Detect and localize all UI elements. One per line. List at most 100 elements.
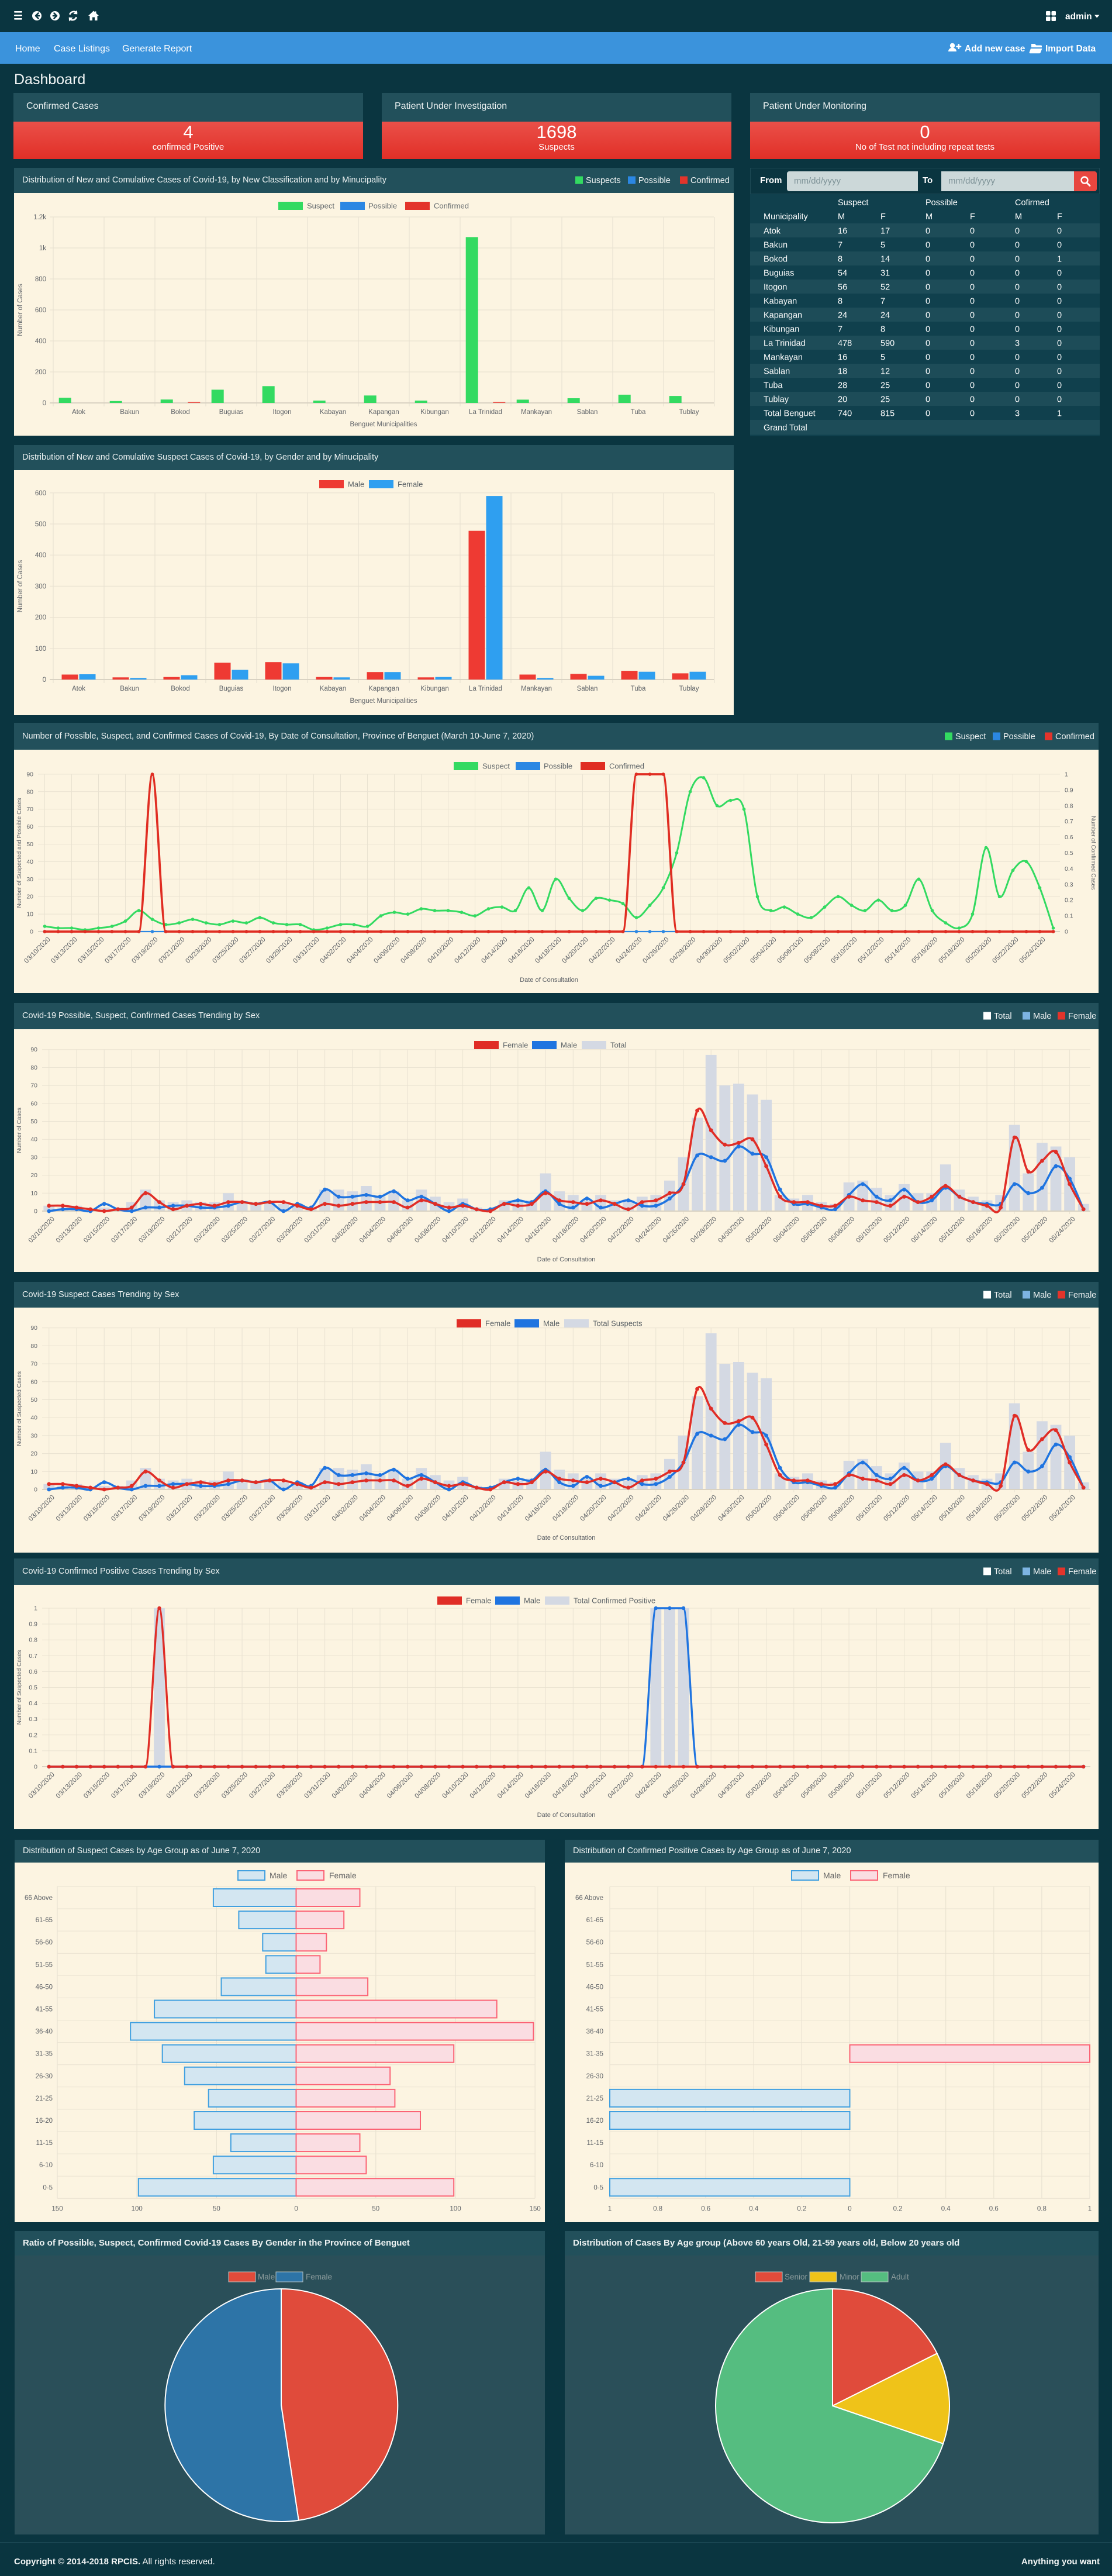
svg-text:36-40: 36-40 — [586, 2029, 603, 2036]
svg-text:Number of Confirmed Cases: Number of Confirmed Cases — [1090, 816, 1096, 890]
svg-text:0: 0 — [1057, 297, 1062, 306]
svg-text:0: 0 — [970, 325, 975, 334]
svg-text:10: 10 — [30, 1468, 37, 1475]
svg-text:0: 0 — [925, 241, 930, 250]
svg-text:Number of Cases: Number of Cases — [17, 560, 24, 613]
svg-text:Male: Male — [1033, 1012, 1051, 1021]
svg-text:0: 0 — [925, 269, 930, 278]
svg-text:90: 90 — [26, 771, 33, 778]
svg-text:Confirmed: Confirmed — [609, 762, 644, 771]
svg-text:1: 1 — [608, 2205, 612, 2212]
svg-text:17: 17 — [880, 227, 890, 236]
svg-text:1: 1 — [34, 1605, 37, 1612]
svg-text:52: 52 — [880, 283, 890, 292]
svg-text:31-35: 31-35 — [36, 2051, 53, 2058]
svg-text:0.2: 0.2 — [797, 2205, 806, 2212]
svg-text:Total Suspects: Total Suspects — [593, 1319, 643, 1328]
svg-text:50: 50 — [372, 2205, 379, 2212]
svg-text:Confirmed: Confirmed — [1055, 732, 1094, 742]
svg-text:90: 90 — [30, 1046, 37, 1053]
svg-text:Sablan: Sablan — [764, 367, 790, 377]
svg-text:740: 740 — [838, 409, 852, 419]
svg-text:1k: 1k — [39, 245, 46, 252]
svg-text:0.2: 0.2 — [1065, 897, 1073, 904]
svg-text:0: 0 — [925, 367, 930, 377]
svg-text:56-60: 56-60 — [586, 1939, 603, 1946]
svg-text:0: 0 — [970, 353, 975, 363]
svg-text:Male: Male — [823, 1871, 841, 1880]
svg-text:0.2: 0.2 — [893, 2205, 903, 2212]
svg-text:0: 0 — [925, 297, 930, 306]
svg-text:0.6: 0.6 — [701, 2205, 710, 2212]
svg-text:50: 50 — [213, 2205, 220, 2212]
svg-text:26-30: 26-30 — [586, 2073, 603, 2080]
svg-text:0: 0 — [1015, 353, 1020, 363]
svg-text:0: 0 — [925, 283, 930, 292]
svg-text:0.4: 0.4 — [29, 1700, 37, 1707]
svg-text:Date of Consultation: Date of Consultation — [537, 1256, 596, 1263]
svg-text:66 Above: 66 Above — [25, 1895, 53, 1902]
svg-text:0: 0 — [294, 2205, 298, 2212]
svg-text:0.4: 0.4 — [749, 2205, 759, 2212]
svg-text:25: 25 — [880, 381, 890, 391]
svg-text:Kabayan: Kabayan — [320, 409, 346, 416]
svg-text:100: 100 — [450, 2205, 461, 2212]
svg-text:46-50: 46-50 — [586, 1984, 603, 1991]
svg-text:0: 0 — [1057, 269, 1062, 278]
svg-text:La Trinidad: La Trinidad — [469, 685, 502, 692]
svg-text:70: 70 — [30, 1082, 37, 1089]
svg-text:10: 10 — [30, 1190, 37, 1197]
svg-text:54: 54 — [838, 269, 847, 278]
svg-text:0: 0 — [1015, 297, 1020, 306]
svg-text:Male: Male — [1033, 1567, 1051, 1577]
svg-text:0: 0 — [970, 283, 975, 292]
svg-text:0: 0 — [970, 297, 975, 306]
svg-text:Total Confirmed Positive: Total Confirmed Positive — [574, 1596, 655, 1605]
svg-text:20: 20 — [838, 395, 847, 405]
svg-text:5: 5 — [880, 241, 885, 250]
svg-text:0.5: 0.5 — [29, 1684, 37, 1691]
svg-text:0: 0 — [1015, 241, 1020, 250]
svg-text:Date of Consultation: Date of Consultation — [537, 1534, 596, 1542]
svg-text:40: 40 — [26, 858, 33, 865]
svg-text:Mankayan: Mankayan — [764, 353, 803, 363]
svg-text:7: 7 — [880, 297, 885, 306]
svg-text:Atok: Atok — [72, 409, 85, 416]
svg-text:Tublay: Tublay — [764, 395, 789, 405]
svg-text:Date of Consultation: Date of Consultation — [537, 1812, 596, 1819]
svg-text:Confirmed: Confirmed — [434, 202, 469, 211]
svg-text:Suspect: Suspect — [838, 198, 868, 208]
svg-text:0: 0 — [34, 1487, 37, 1494]
svg-text:M: M — [838, 212, 845, 222]
svg-text:600: 600 — [35, 490, 46, 497]
svg-text:0: 0 — [1015, 311, 1020, 320]
svg-text:Tublay: Tublay — [679, 685, 699, 692]
svg-text:Benguet Municipalities: Benguet Municipalities — [350, 698, 417, 705]
svg-text:0: 0 — [1057, 381, 1062, 391]
svg-text:Female: Female — [306, 2272, 332, 2281]
svg-text:28: 28 — [838, 381, 847, 391]
svg-text:Number of Suspected and Possib: Number of Suspected and Possible Cases — [16, 798, 23, 908]
svg-text:0: 0 — [34, 1208, 37, 1215]
svg-text:0: 0 — [1057, 241, 1062, 250]
svg-text:Male: Male — [348, 480, 364, 489]
svg-text:Possible: Possible — [544, 762, 572, 771]
svg-text:0: 0 — [925, 395, 930, 405]
svg-text:0.8: 0.8 — [653, 2205, 662, 2212]
svg-text:0: 0 — [970, 311, 975, 320]
svg-text:Kibungan: Kibungan — [420, 685, 449, 692]
svg-text:0: 0 — [1015, 325, 1020, 334]
svg-text:Possible: Possible — [925, 198, 958, 208]
svg-text:Kapangan: Kapangan — [764, 311, 802, 320]
svg-text:11-15: 11-15 — [586, 2140, 603, 2147]
svg-text:La Trinidad: La Trinidad — [469, 409, 502, 416]
svg-text:Tuba: Tuba — [764, 381, 783, 391]
svg-text:300: 300 — [35, 583, 46, 590]
svg-text:16: 16 — [838, 227, 847, 236]
svg-text:Female: Female — [1068, 1567, 1096, 1577]
svg-text:Itogon: Itogon — [764, 283, 787, 292]
svg-text:Tublay: Tublay — [679, 409, 699, 416]
svg-text:51-55: 51-55 — [586, 1961, 603, 1968]
svg-text:0: 0 — [848, 2205, 851, 2212]
svg-text:Generate Report: Generate Report — [122, 44, 192, 54]
